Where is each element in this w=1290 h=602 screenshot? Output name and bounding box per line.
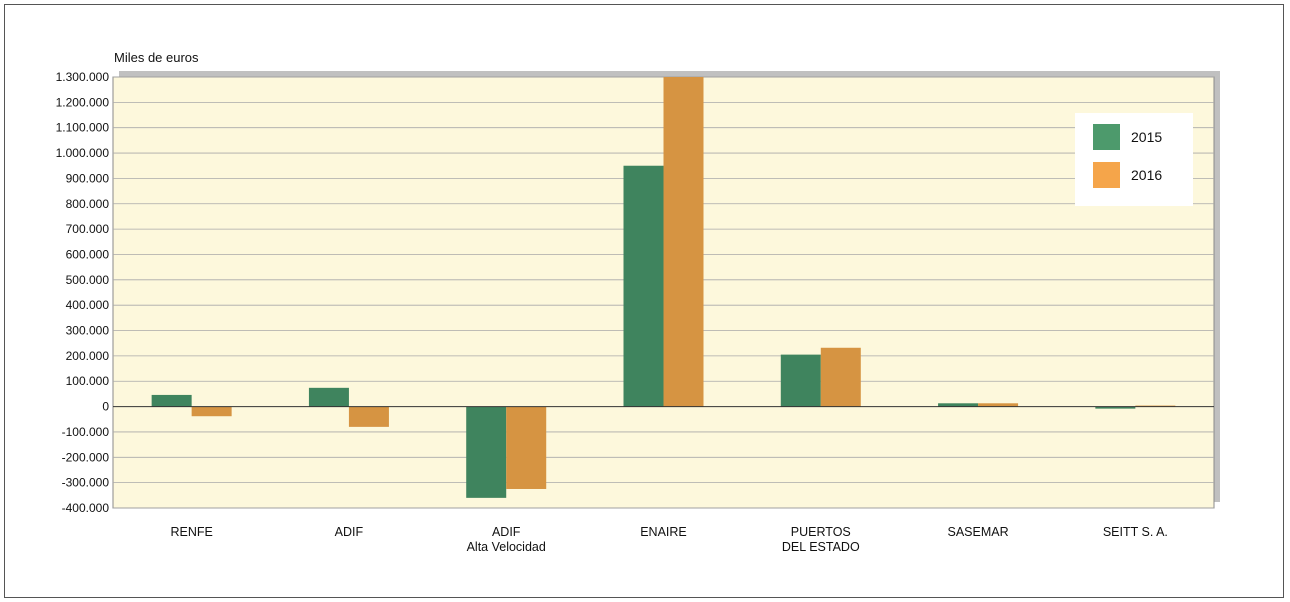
bar-2016 [1135,405,1176,407]
bar-2015 [308,387,349,407]
bar-2015 [623,165,664,407]
bar-2015 [151,394,192,407]
bar-2016 [820,347,861,407]
y-tick-label: 600.000 [66,247,110,261]
bar-2015 [466,406,507,498]
bar-2016 [978,403,1019,407]
y-tick-label: 200.000 [66,349,110,363]
legend-label-2016: 2016 [1131,167,1162,183]
bar-2015 [780,354,821,407]
y-tick-label: 1.300.000 [56,70,110,84]
y-tick-label: -100.000 [62,425,110,439]
bar-2016 [348,406,389,427]
x-category-label: Alta Velocidad [467,540,546,554]
y-tick-label: 400.000 [66,298,110,312]
y-tick-label: 700.000 [66,222,110,236]
x-category-label: DEL ESTADO [782,540,860,554]
x-category-label: ENAIRE [640,525,687,539]
x-category-label: RENFE [170,525,212,539]
x-category-label: PUERTOS [791,525,851,539]
y-tick-label: 1.200.000 [56,95,110,109]
y-tick-label: 1.100.000 [56,121,110,135]
y-axis-unit-label: Miles de euros [114,50,199,65]
y-tick-label: 100.000 [66,374,110,388]
legend-box [1075,113,1193,206]
bar-2015 [938,403,979,407]
legend-label-2015: 2015 [1131,129,1162,145]
bar-2016 [663,77,704,407]
y-tick-label: 1.000.000 [56,146,110,160]
bar-2016 [506,406,547,489]
y-tick-label: 500.000 [66,273,110,287]
x-category-label: SEITT S. A. [1103,525,1168,539]
x-category-label: ADIF [492,525,521,539]
y-tick-label: -200.000 [62,450,110,464]
bar-2015 [1095,406,1136,409]
x-category-label: ADIF [335,525,364,539]
legend-swatch-2016 [1093,162,1120,188]
legend-swatch-2015 [1093,124,1120,150]
bar-2016 [191,406,232,417]
y-tick-label: 0 [102,400,109,414]
y-tick-label: -400.000 [62,501,110,515]
y-tick-label: 900.000 [66,171,110,185]
y-tick-label: 300.000 [66,324,110,338]
x-category-label: SASEMAR [948,525,1009,539]
y-tick-label: 800.000 [66,197,110,211]
y-tick-label: -300.000 [62,476,110,490]
